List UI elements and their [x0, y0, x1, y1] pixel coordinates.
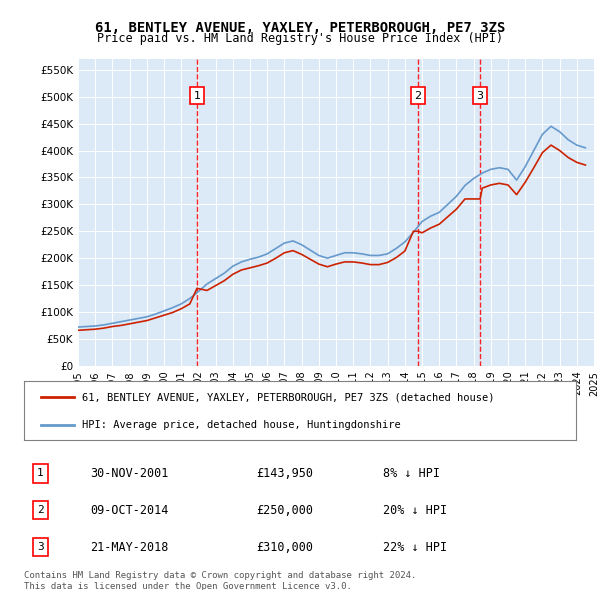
- Text: 20% ↓ HPI: 20% ↓ HPI: [383, 503, 447, 517]
- Text: 1: 1: [194, 91, 200, 101]
- Text: 61, BENTLEY AVENUE, YAXLEY, PETERBOROUGH, PE7 3ZS: 61, BENTLEY AVENUE, YAXLEY, PETERBOROUGH…: [95, 21, 505, 35]
- Text: Contains HM Land Registry data © Crown copyright and database right 2024.
This d: Contains HM Land Registry data © Crown c…: [24, 571, 416, 590]
- Text: 22% ↓ HPI: 22% ↓ HPI: [383, 540, 447, 553]
- Text: 3: 3: [476, 91, 484, 101]
- Text: 61, BENTLEY AVENUE, YAXLEY, PETERBOROUGH, PE7 3ZS (detached house): 61, BENTLEY AVENUE, YAXLEY, PETERBOROUGH…: [82, 392, 494, 402]
- Text: Price paid vs. HM Land Registry's House Price Index (HPI): Price paid vs. HM Land Registry's House …: [97, 32, 503, 45]
- Text: 8% ↓ HPI: 8% ↓ HPI: [383, 467, 440, 480]
- Text: 1: 1: [37, 468, 44, 478]
- Text: 2: 2: [415, 91, 422, 101]
- Text: £310,000: £310,000: [256, 540, 313, 553]
- Text: HPI: Average price, detached house, Huntingdonshire: HPI: Average price, detached house, Hunt…: [82, 420, 401, 430]
- Text: 3: 3: [37, 542, 44, 552]
- Text: £250,000: £250,000: [256, 503, 313, 517]
- Text: 2: 2: [37, 505, 44, 515]
- Text: 21-MAY-2018: 21-MAY-2018: [90, 540, 169, 553]
- Text: 09-OCT-2014: 09-OCT-2014: [90, 503, 169, 517]
- Text: £143,950: £143,950: [256, 467, 313, 480]
- Text: 30-NOV-2001: 30-NOV-2001: [90, 467, 169, 480]
